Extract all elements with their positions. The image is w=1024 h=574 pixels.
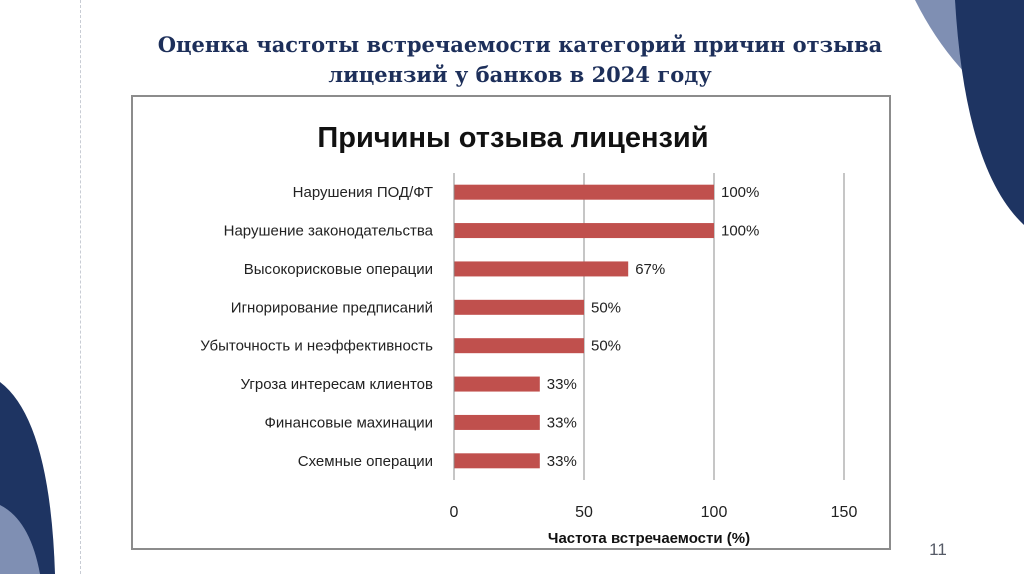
bar [454, 453, 540, 469]
data-label: 50% [591, 299, 621, 316]
slide-title-line-1: Оценка частоты встречаемости категорий п… [157, 32, 883, 57]
category-label: Нарушения ПОД/ФТ [293, 184, 433, 201]
category-label: Игнорирование предписаний [231, 299, 433, 316]
bar [454, 414, 540, 430]
data-label: 100% [721, 223, 759, 240]
slide-title-line-2: лицензий у банков в 2024 году [328, 62, 712, 87]
decor-shape-top-right [955, 0, 1024, 225]
bar [454, 184, 714, 200]
chart-frame: Причины отзыва лицензий 0 50 100 150 Нарушен… [131, 95, 891, 550]
bar-chart: Причины отзыва лицензий 0 50 100 150 Нарушен… [200, 122, 858, 547]
category-label: Убыточность и неэффективность [200, 338, 433, 355]
data-label: 33% [547, 376, 577, 393]
data-label: 67% [635, 261, 665, 278]
data-label: 33% [547, 414, 577, 431]
slide-title: Оценка частоты встречаемости категорий п… [100, 30, 940, 90]
x-tick-label: 0 [450, 504, 459, 521]
bar [454, 299, 584, 315]
chart-title: Причины отзыва лицензий [317, 122, 708, 154]
x-tick-label: 50 [575, 504, 593, 521]
category-label: Высокорисковые операции [244, 261, 433, 278]
category-label: Схемные операции [298, 453, 433, 470]
bar [454, 223, 714, 239]
decor-shape-bottom-left-light [0, 505, 40, 574]
data-label: 100% [721, 184, 759, 201]
bar [454, 376, 540, 392]
x-tick-label: 150 [831, 504, 858, 521]
slide-guide-line [80, 0, 81, 574]
x-tick-label: 100 [701, 504, 728, 521]
category-label: Угроза интересам клиентов [241, 376, 433, 393]
category-label: Финансовые махинации [265, 414, 433, 431]
category-label: Нарушение законодательства [224, 223, 434, 240]
bar [454, 338, 584, 354]
page-number: 11 [929, 540, 947, 559]
data-label: 50% [591, 338, 621, 355]
bar [454, 261, 629, 277]
data-label: 33% [547, 453, 577, 470]
x-axis-label: Частота встречаемости (%) [548, 530, 750, 547]
